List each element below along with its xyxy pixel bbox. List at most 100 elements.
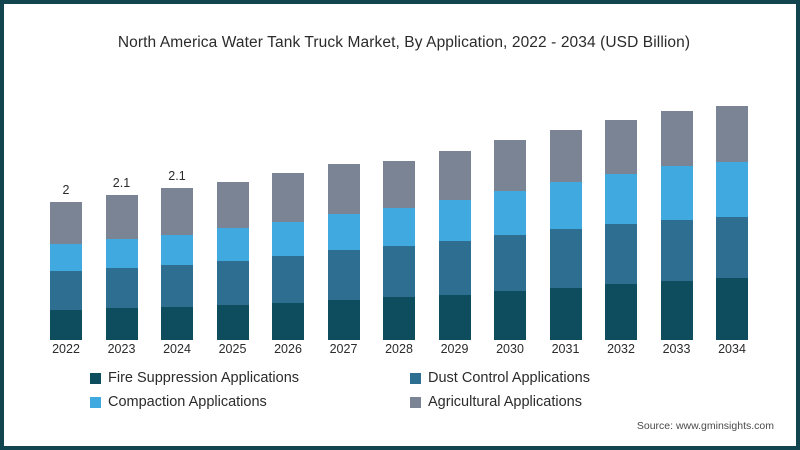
bar-segment-2031-compaction-applications[interactable] (549, 182, 582, 230)
x-tick-2022: 2022 (52, 342, 80, 356)
x-tick-2031: 2031 (551, 342, 580, 356)
bar-segment-2028-agricultural-applications[interactable] (383, 160, 415, 209)
bar-segment-2028-fire-suppression-applications[interactable] (383, 297, 415, 340)
x-tick-2023: 2023 (107, 342, 136, 356)
bar-segment-2032-agricultural-applications[interactable] (605, 119, 637, 174)
bar-segment-2034-dust-control-applications[interactable] (716, 217, 748, 278)
x-tick-2025: 2025 (218, 342, 247, 356)
legend-swatch-icon (90, 372, 101, 384)
bar-segment-2022-compaction-applications[interactable] (50, 243, 82, 272)
bar-segment-2024-fire-suppression-applications[interactable] (161, 306, 193, 340)
x-tick-2029: 2029 (440, 342, 469, 356)
bar-2030[interactable] (494, 140, 526, 340)
bar-segment-2033-compaction-applications[interactable] (660, 166, 693, 221)
bar-segment-2026-compaction-applications[interactable] (272, 221, 304, 256)
bar-segment-2025-compaction-applications[interactable] (216, 228, 249, 261)
legend-label: Compaction Applications (108, 394, 267, 410)
x-tick-2027: 2027 (329, 342, 358, 356)
bar-2027[interactable] (327, 164, 360, 340)
bar-segment-2030-fire-suppression-applications[interactable] (494, 291, 526, 340)
bar-segment-2027-agricultural-applications[interactable] (327, 164, 360, 214)
bar-2031[interactable] (549, 129, 582, 340)
bar-segment-2023-dust-control-applications[interactable] (105, 268, 138, 309)
bar-segment-2023-fire-suppression-applications[interactable] (105, 308, 138, 340)
bar-segment-2024-compaction-applications[interactable] (161, 234, 193, 265)
bar-segment-2031-agricultural-applications[interactable] (549, 129, 582, 183)
bar-segment-2033-agricultural-applications[interactable] (660, 111, 693, 167)
bar-2025[interactable] (216, 181, 249, 340)
bar-value-label-2022: 2 (62, 183, 70, 198)
bar-segment-2034-compaction-applications[interactable] (716, 161, 748, 218)
bar-2026[interactable] (272, 173, 304, 340)
bar-segment-2028-dust-control-applications[interactable] (383, 246, 415, 298)
bar-segment-2033-dust-control-applications[interactable] (660, 220, 693, 281)
x-tick-2026: 2026 (274, 342, 302, 356)
bar-segment-2030-dust-control-applications[interactable] (494, 234, 526, 292)
legend-item-agricultural-applications[interactable]: Agricultural Applications (410, 394, 730, 410)
legend-item-dust-control-applications[interactable]: Dust Control Applications (410, 370, 730, 386)
legend-label: Agricultural Applications (428, 394, 582, 410)
chart-legend: Fire Suppression Applications Dust Contro… (90, 370, 730, 410)
bar-segment-2032-dust-control-applications[interactable] (605, 224, 637, 285)
bar-segment-2025-dust-control-applications[interactable] (216, 260, 249, 305)
bar-segment-2027-fire-suppression-applications[interactable] (327, 300, 360, 340)
bar-segment-2027-dust-control-applications[interactable] (327, 250, 360, 301)
bar-segment-2024-dust-control-applications[interactable] (161, 264, 193, 307)
bar-segment-2023-agricultural-applications[interactable] (105, 195, 138, 240)
legend-item-fire-suppression-applications[interactable]: Fire Suppression Applications (90, 370, 410, 386)
bar-segment-2026-dust-control-applications[interactable] (272, 255, 304, 303)
bar-2033[interactable] (660, 111, 693, 340)
bar-segment-2034-fire-suppression-applications[interactable] (716, 278, 748, 340)
legend-swatch-icon (410, 372, 421, 384)
x-tick-2028: 2028 (385, 342, 413, 356)
x-tick-2032: 2032 (607, 342, 635, 356)
bar-segment-2029-agricultural-applications[interactable] (438, 151, 471, 201)
bar-segment-2032-fire-suppression-applications[interactable] (605, 284, 637, 340)
bar-segment-2029-dust-control-applications[interactable] (438, 240, 471, 295)
bar-segment-2034-agricultural-applications[interactable] (716, 105, 748, 162)
source-attribution: Source: www.gminsights.com (636, 420, 774, 432)
bar-segment-2027-compaction-applications[interactable] (327, 213, 360, 251)
x-axis: 2022 2023 2024 2025 2026 2027 2028 2029 2030 2031… (22, 340, 786, 362)
bar-2034[interactable] (716, 105, 748, 340)
legend-label: Dust Control Applications (428, 370, 590, 386)
bar-segment-2026-fire-suppression-applications[interactable] (272, 302, 304, 340)
bar-2032[interactable] (605, 119, 637, 340)
legend-item-compaction-applications[interactable]: Compaction Applications (90, 394, 410, 410)
bar-segment-2022-dust-control-applications[interactable] (50, 271, 82, 310)
x-tick-2030: 2030 (496, 342, 524, 356)
bar-segment-2028-compaction-applications[interactable] (383, 208, 415, 247)
bar-segment-2022-agricultural-applications[interactable] (50, 202, 82, 244)
legend-swatch-icon (90, 396, 101, 408)
bar-segment-2029-fire-suppression-applications[interactable] (438, 294, 471, 340)
bar-segment-2023-compaction-applications[interactable] (105, 239, 138, 269)
x-tick-2024: 2024 (163, 342, 191, 356)
bar-segment-2033-fire-suppression-applications[interactable] (660, 280, 693, 340)
bar-segment-2030-compaction-applications[interactable] (494, 191, 526, 235)
bar-value-label-2023: 2.1 (112, 176, 131, 191)
bar-segment-2031-dust-control-applications[interactable] (549, 229, 582, 288)
bar-segment-2025-agricultural-applications[interactable] (216, 181, 249, 229)
bar-2028[interactable] (383, 160, 415, 340)
bar-segment-2030-agricultural-applications[interactable] (494, 140, 526, 192)
x-tick-2034: 2034 (718, 342, 746, 356)
bar-2023[interactable] (105, 195, 138, 340)
bar-segment-2022-fire-suppression-applications[interactable] (50, 309, 82, 340)
bar-segment-2031-fire-suppression-applications[interactable] (549, 287, 582, 340)
chart-title: North America Water Tank Truck Market, B… (117, 34, 691, 51)
legend-swatch-icon (410, 396, 421, 408)
legend-label: Fire Suppression Applications (108, 370, 300, 386)
bar-value-label-2024: 2.1 (168, 169, 186, 184)
bar-segment-2029-compaction-applications[interactable] (438, 200, 471, 241)
bar-segment-2026-agricultural-applications[interactable] (272, 173, 304, 222)
chart-canvas: North America Water Tank Truck Market, B… (4, 4, 796, 446)
x-tick-2033: 2033 (662, 342, 691, 356)
plot-area: 2 2.1 2.1 (22, 92, 786, 340)
bar-2024[interactable] (161, 188, 193, 340)
bar-2029[interactable] (438, 151, 471, 340)
bar-segment-2024-agricultural-applications[interactable] (161, 188, 193, 235)
bar-2022[interactable] (50, 202, 82, 340)
bar-segment-2032-compaction-applications[interactable] (605, 174, 637, 225)
bar-segment-2025-fire-suppression-applications[interactable] (216, 304, 249, 340)
